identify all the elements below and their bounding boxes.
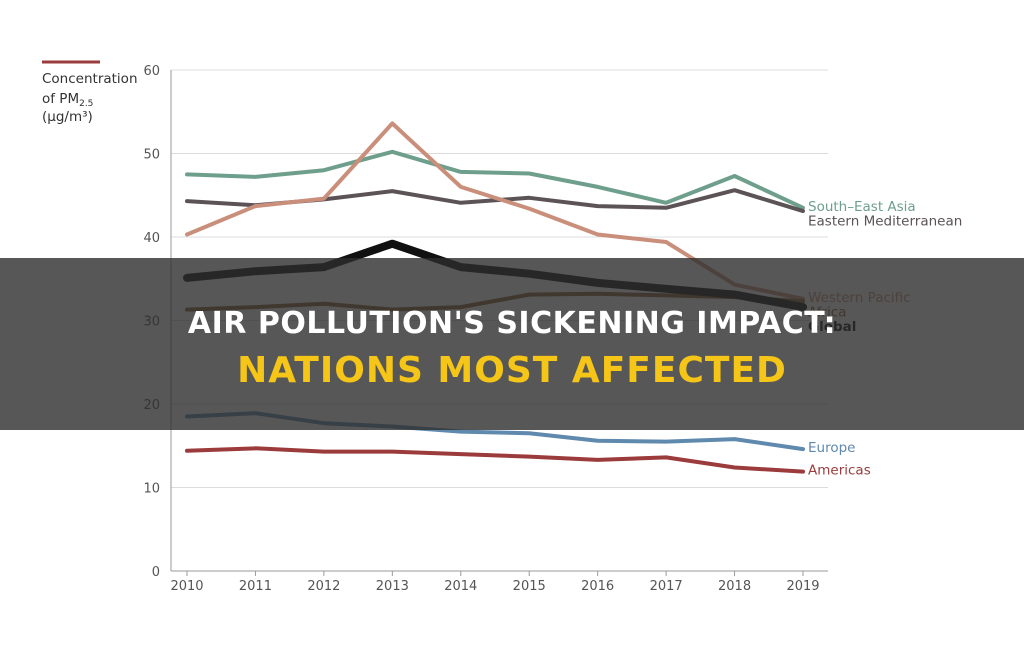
series-label-eastern-mediterranean: Eastern Mediterranean bbox=[808, 213, 962, 229]
y-tick-label: 50 bbox=[143, 148, 160, 163]
banner-title-line2: NATIONS MOST AFFECTED bbox=[237, 350, 787, 391]
x-tick-label: 2011 bbox=[239, 579, 272, 594]
series-label-south-east-asia: South–East Asia bbox=[808, 199, 916, 215]
x-tick-label: 2019 bbox=[786, 579, 819, 594]
y-tick-label: 0 bbox=[152, 565, 160, 580]
legend-label-line1: Concentration bbox=[42, 71, 138, 87]
legend: Concentration of PM2.5 (µg/m³) bbox=[42, 60, 138, 125]
title-banner: AIR POLLUTION'S SICKENING IMPACT: NATION… bbox=[0, 258, 1024, 430]
series-line-eastern-mediterranean bbox=[185, 188, 805, 214]
legend-label-line2: of PM2.5 bbox=[42, 91, 93, 109]
legend-label-line3: (µg/m³) bbox=[42, 109, 93, 125]
x-tick-label: 2018 bbox=[718, 579, 751, 594]
y-tick-label: 40 bbox=[143, 231, 160, 246]
series-label-europe: Europe bbox=[808, 440, 855, 456]
series-line-south-east-asia bbox=[185, 149, 805, 210]
x-tick-label: 2010 bbox=[170, 579, 203, 594]
banner-title-line1: AIR POLLUTION'S SICKENING IMPACT: bbox=[187, 306, 837, 341]
y-tick-label: 10 bbox=[143, 482, 160, 497]
x-tick-label: 2014 bbox=[444, 579, 477, 594]
series-line-americas bbox=[185, 446, 805, 474]
y-tick-label: 60 bbox=[143, 64, 160, 79]
x-tick-label: 2015 bbox=[513, 579, 546, 594]
x-tick-label: 2017 bbox=[650, 579, 683, 594]
x-tick-label: 2016 bbox=[581, 579, 614, 594]
x-tick-label: 2013 bbox=[376, 579, 409, 594]
x-tick-label: 2012 bbox=[307, 579, 340, 594]
series-label-americas: Americas bbox=[808, 463, 871, 479]
